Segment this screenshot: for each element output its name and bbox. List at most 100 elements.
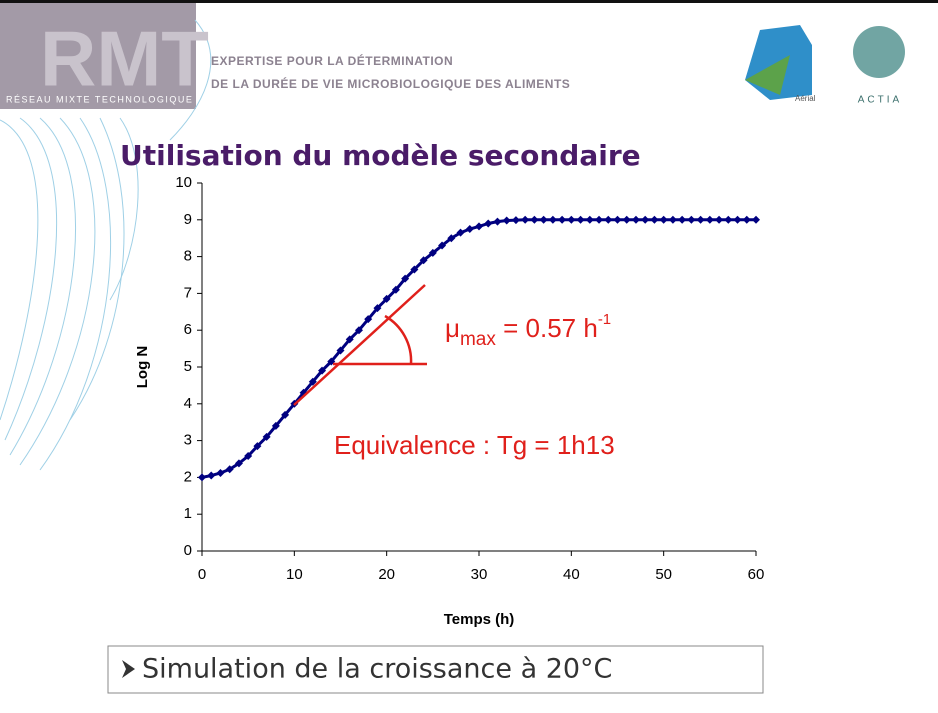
data-point xyxy=(530,215,539,224)
y-tick-label: 5 xyxy=(184,358,192,375)
data-point xyxy=(271,421,280,430)
aerial-logo-mark xyxy=(745,55,790,95)
data-point xyxy=(382,294,391,303)
y-tick-label: 2 xyxy=(184,468,192,485)
annotation-part: = 0.57 h xyxy=(496,313,598,343)
x-tick-label: 50 xyxy=(655,566,672,583)
data-point xyxy=(336,346,345,355)
network-name: RÉSEAU MIXTE TECHNOLOGIQUE xyxy=(6,94,193,104)
y-tick-label: 3 xyxy=(184,432,192,449)
annotation: μmax = 0.57 h-1 xyxy=(445,311,611,350)
data-point xyxy=(687,215,696,224)
data-point xyxy=(475,222,483,231)
data-point xyxy=(558,215,567,224)
logo-block xyxy=(0,3,196,109)
annotation: Equivalence : Tg = 1h13 xyxy=(334,430,615,460)
annotation-part: max xyxy=(460,329,496,350)
top-rule xyxy=(0,0,938,3)
data-point xyxy=(456,228,465,237)
data-point xyxy=(373,304,382,313)
data-point xyxy=(678,215,687,224)
data-point xyxy=(438,241,447,250)
data-point xyxy=(244,452,253,461)
logo-text: RMT xyxy=(40,15,209,103)
chart: 0 1 2 3 4 5 6 7 8 9 10 0 10 20 30 40 50 60 Temps (h) Log N xyxy=(134,174,764,628)
data-point xyxy=(465,225,474,233)
data-point xyxy=(410,265,419,274)
data-point xyxy=(262,432,271,441)
data-point xyxy=(484,219,493,228)
y-axis-label: Log N xyxy=(134,346,151,389)
x-tick-label: 0 xyxy=(198,566,206,583)
data-point xyxy=(234,459,243,468)
data-point xyxy=(539,215,548,224)
partner-label: Aérial xyxy=(795,94,816,103)
partner-label: ACTIA xyxy=(858,95,902,106)
slide-title: Utilisation du modèle secondaire xyxy=(120,139,641,172)
y-tick-label: 8 xyxy=(184,248,192,265)
data-point xyxy=(585,215,594,224)
x-tick-label: 20 xyxy=(378,566,395,583)
data-point xyxy=(752,215,760,224)
data-point xyxy=(576,215,585,224)
header-line: DE LA DURÉE DE VIE MICROBIOLOGIQUE DES A… xyxy=(211,76,570,91)
y-tick-label: 7 xyxy=(184,284,192,301)
data-point xyxy=(198,473,206,482)
data-point xyxy=(595,215,604,224)
bullet xyxy=(122,660,135,678)
data-point xyxy=(668,215,677,224)
data-point xyxy=(401,274,410,283)
data-point xyxy=(318,366,327,375)
data-point xyxy=(216,468,225,477)
data-point xyxy=(733,215,742,224)
data-point xyxy=(521,215,530,224)
y-tick-label: 9 xyxy=(184,211,192,228)
data-point xyxy=(281,410,290,419)
data-point xyxy=(622,215,631,224)
data-point xyxy=(308,377,317,386)
data-point xyxy=(548,215,557,224)
y-tick-label: 6 xyxy=(184,321,192,338)
y-tick-label: 4 xyxy=(184,395,192,412)
annotation-part: -1 xyxy=(598,311,611,328)
data-point xyxy=(447,234,456,243)
x-tick-label: 10 xyxy=(286,566,303,583)
data-point xyxy=(345,335,354,344)
y-tick-label: 0 xyxy=(184,542,192,559)
data-point xyxy=(502,216,511,225)
data-point xyxy=(696,215,705,224)
angle-arc xyxy=(384,314,413,365)
data-point xyxy=(604,215,613,224)
header-line: EXPERTISE POUR LA DÉTERMINATION xyxy=(211,53,453,68)
slope-line xyxy=(293,284,426,406)
y-tick-label: 1 xyxy=(184,505,192,522)
data-point xyxy=(631,215,640,224)
data-point xyxy=(493,217,502,226)
decor-swirl xyxy=(0,19,212,471)
data-point xyxy=(705,215,714,224)
data-point xyxy=(207,471,216,480)
x-axis-label: Temps (h) xyxy=(444,611,515,628)
x-tick-label: 60 xyxy=(748,566,765,583)
data-point xyxy=(354,326,363,335)
footer-text: Simulation de la croissance à 20°C xyxy=(142,654,612,685)
data-point xyxy=(641,215,650,224)
data-point xyxy=(742,215,751,224)
data-point xyxy=(650,215,659,224)
footer-box xyxy=(107,645,764,694)
data-point xyxy=(511,216,520,225)
x-tick-label: 30 xyxy=(471,566,488,583)
data-point xyxy=(253,442,262,451)
annotation-part: μ xyxy=(445,313,460,343)
data-point xyxy=(428,248,437,257)
data-point xyxy=(613,215,622,224)
data-point xyxy=(659,215,668,224)
x-tick-label: 40 xyxy=(563,566,580,583)
data-point xyxy=(225,465,234,474)
data-point xyxy=(391,285,400,294)
data-point xyxy=(364,315,373,324)
data-point xyxy=(419,256,428,265)
actia-logo xyxy=(853,26,905,78)
data-point xyxy=(715,215,724,224)
